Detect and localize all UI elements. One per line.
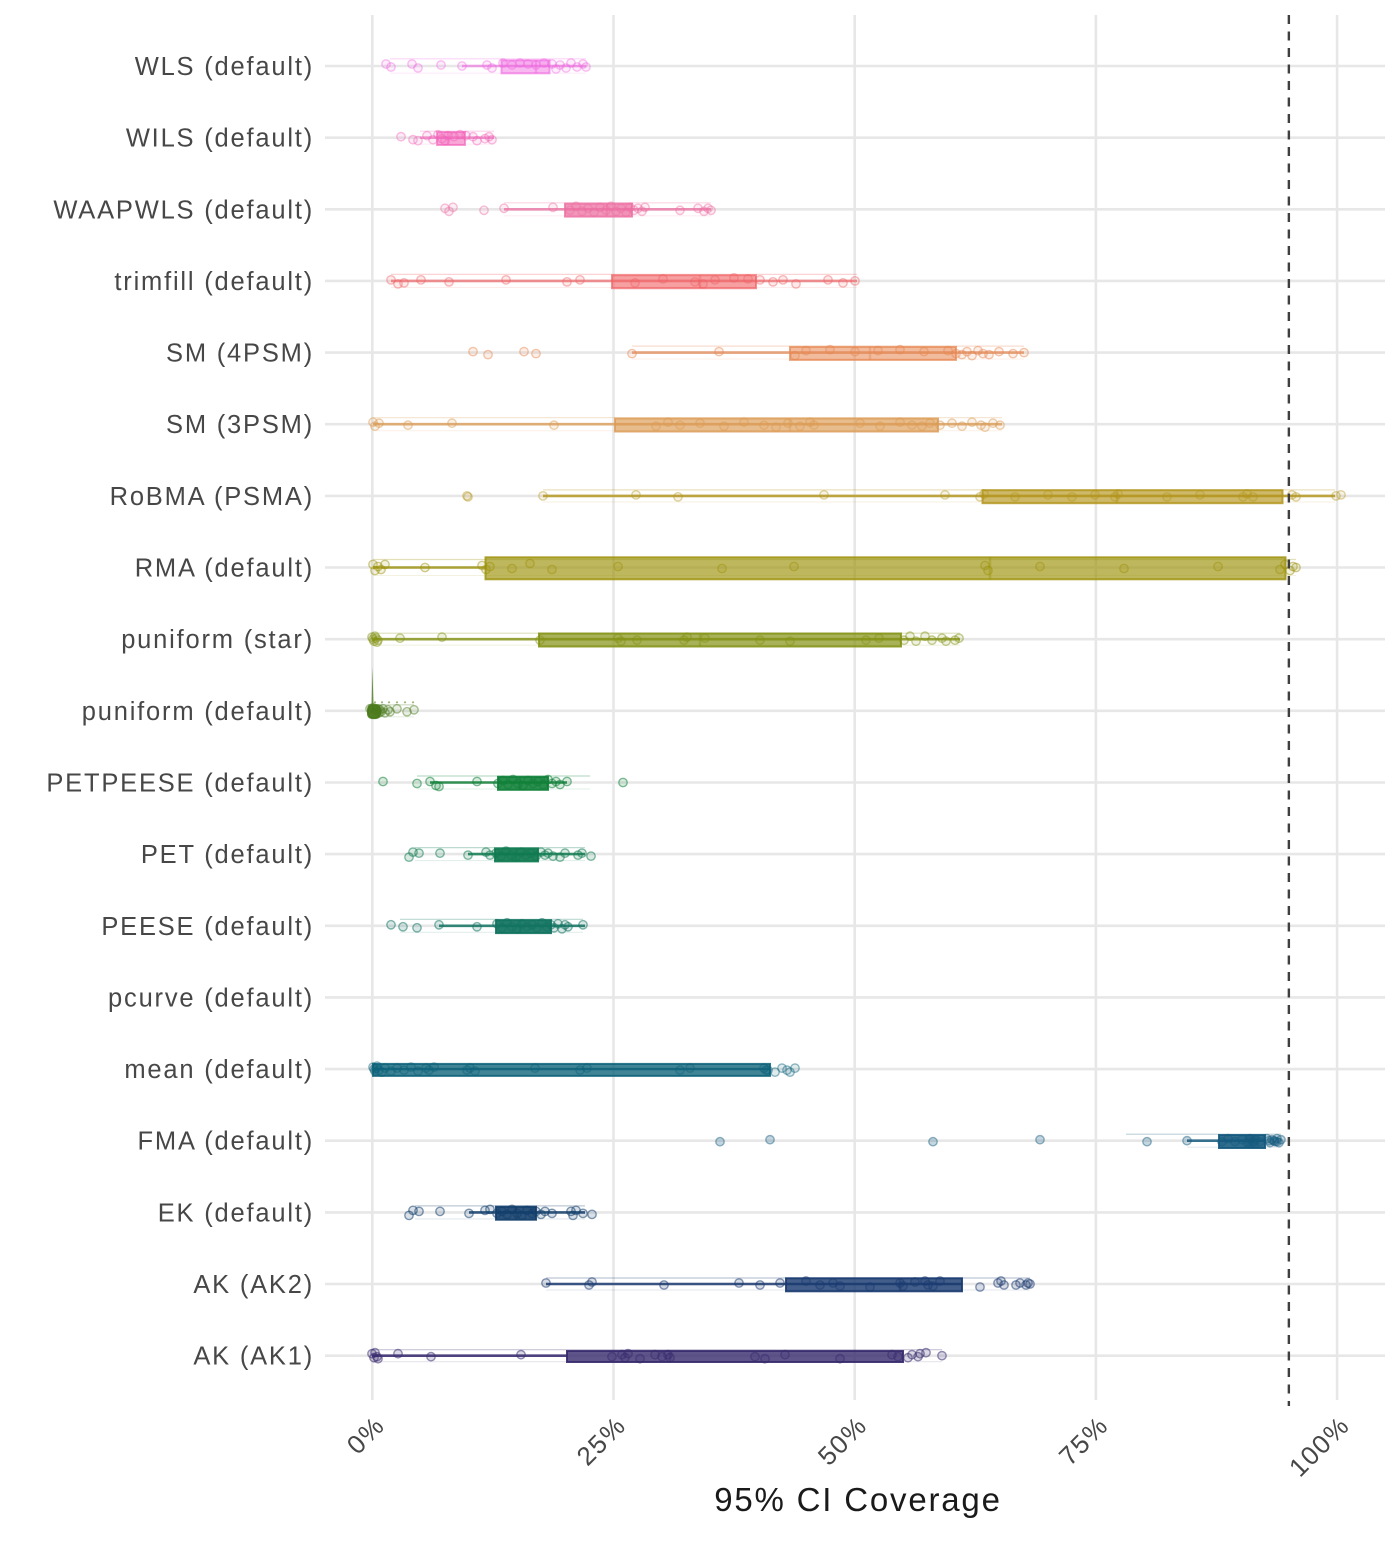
svg-text:trimfill (default): trimfill (default) [114,268,314,296]
svg-text:AK (AK2): AK (AK2) [193,1271,314,1299]
svg-text:WAAPWLS (default): WAAPWLS (default) [53,196,314,224]
svg-text:puniform (default): puniform (default) [82,698,314,726]
svg-text:AK (AK1): AK (AK1) [193,1343,314,1371]
svg-text:PETPEESE (default): PETPEESE (default) [46,770,314,798]
svg-text:SM (3PSM): SM (3PSM) [166,411,314,439]
svg-text:FMA (default): FMA (default) [138,1128,314,1156]
svg-text:SM (4PSM): SM (4PSM) [166,340,314,368]
svg-text:RoBMA (PSMA): RoBMA (PSMA) [110,483,314,511]
svg-text:95% CI Coverage: 95% CI Coverage [714,1481,1001,1518]
svg-text:WILS (default): WILS (default) [126,125,314,153]
svg-text:RMA (default): RMA (default) [135,555,314,583]
svg-text:PEESE (default): PEESE (default) [101,913,314,941]
svg-text:PET (default): PET (default) [141,841,314,869]
svg-text:mean (default): mean (default) [124,1056,314,1084]
svg-text:puniform (star): puniform (star) [121,626,314,654]
svg-text:pcurve (default): pcurve (default) [108,984,314,1012]
svg-text:EK (default): EK (default) [158,1199,314,1227]
svg-text:WLS (default): WLS (default) [135,53,314,81]
